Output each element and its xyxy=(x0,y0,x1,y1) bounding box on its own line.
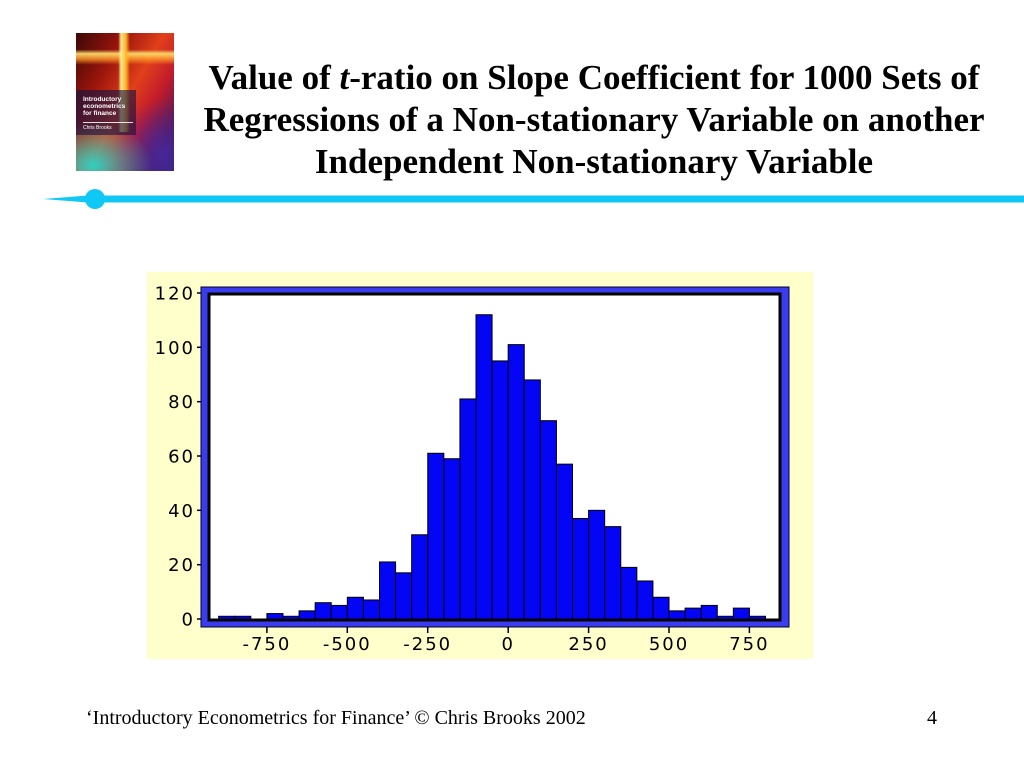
histogram-bar xyxy=(475,314,493,620)
divider-dot xyxy=(85,189,105,209)
histogram-bar xyxy=(539,420,557,620)
x-axis: -750 -500 -250 0 250 500 750 xyxy=(242,627,769,655)
y-tick-label: 80 xyxy=(168,392,195,413)
x-tick-label: 0 xyxy=(501,634,514,655)
slide-title-line-2: Regressions of a Non-stationary Variable… xyxy=(203,100,985,139)
x-tick-label: -750 xyxy=(242,634,291,655)
cover-title: Introductory econometrics for finance xyxy=(83,96,125,117)
histogram-bar xyxy=(314,602,332,620)
cover-title-line: Introductory xyxy=(83,96,122,103)
y-tick-label: 20 xyxy=(168,555,195,576)
histogram-bar xyxy=(459,398,477,620)
slide-footer: ‘Introductory Econometrics for Finance’ … xyxy=(86,707,586,729)
histogram-bar xyxy=(620,566,638,620)
histogram-bar xyxy=(346,596,364,620)
x-tick-label: 250 xyxy=(568,634,608,655)
histogram-bar xyxy=(266,613,284,620)
cover-author: Chris Brooks xyxy=(83,125,112,131)
y-tick-label: 120 xyxy=(155,284,195,305)
x-tick-label: -500 xyxy=(323,634,372,655)
histogram-bar xyxy=(411,534,429,620)
slide-title: Value of t-ratio on Slope Coefficient fo… xyxy=(180,57,1008,183)
y-axis: 0 20 40 60 80 100 120 xyxy=(155,284,201,631)
histogram-bar xyxy=(379,561,397,620)
cover-text-panel xyxy=(76,90,136,135)
histogram-bar xyxy=(588,509,606,620)
y-tick-label: 100 xyxy=(155,338,195,359)
cover-title-line: econometrics xyxy=(83,103,126,110)
histogram-bar xyxy=(362,599,380,620)
histogram-bar xyxy=(491,360,509,620)
histogram-bar xyxy=(427,452,445,620)
histogram-bar xyxy=(572,517,590,620)
title-italic-t: t xyxy=(339,58,350,97)
slide-title-line-3: Independent Non-stationary Variable xyxy=(314,142,874,181)
histogram-bar xyxy=(700,604,718,620)
histogram-bar xyxy=(507,344,525,620)
x-tick-label: 500 xyxy=(649,634,689,655)
x-tick-label: -250 xyxy=(403,634,452,655)
cover-title-line: for finance xyxy=(83,110,117,117)
histogram-bar xyxy=(330,604,348,620)
title-text-segment: -ratio on Slope Coefficient for 1000 Set… xyxy=(349,58,980,97)
x-tick-label: 750 xyxy=(729,634,769,655)
histogram-bar xyxy=(732,607,750,620)
histogram-bar xyxy=(395,572,413,620)
histogram-bar xyxy=(443,458,461,620)
divider-line xyxy=(43,195,1024,203)
slide-title-line-1: Value of t-ratio on Slope Coefficient fo… xyxy=(180,57,1008,99)
histogram-bars xyxy=(218,314,767,620)
title-divider xyxy=(43,189,1024,209)
y-tick-label: 0 xyxy=(182,610,195,631)
histogram-bar xyxy=(636,580,654,620)
page-number: 4 xyxy=(927,707,937,729)
histogram-bar xyxy=(604,526,622,620)
histogram-bar xyxy=(555,463,574,620)
cover-divider xyxy=(83,122,133,123)
histogram-chart: 0 20 40 60 80 100 120 -750 -500 -250 0 250 500 750 xyxy=(147,272,813,659)
histogram-bar xyxy=(523,379,541,620)
histogram-bar xyxy=(668,610,686,620)
histogram-bar xyxy=(652,596,670,620)
book-cover-image: Introductory econometrics for finance Ch… xyxy=(76,33,174,171)
title-text-segment: Value of xyxy=(208,58,340,97)
y-tick-label: 60 xyxy=(168,447,195,468)
y-tick-label: 40 xyxy=(168,501,195,522)
plot-border xyxy=(207,292,782,622)
histogram-bar xyxy=(684,607,702,620)
histogram-bar xyxy=(298,610,316,620)
